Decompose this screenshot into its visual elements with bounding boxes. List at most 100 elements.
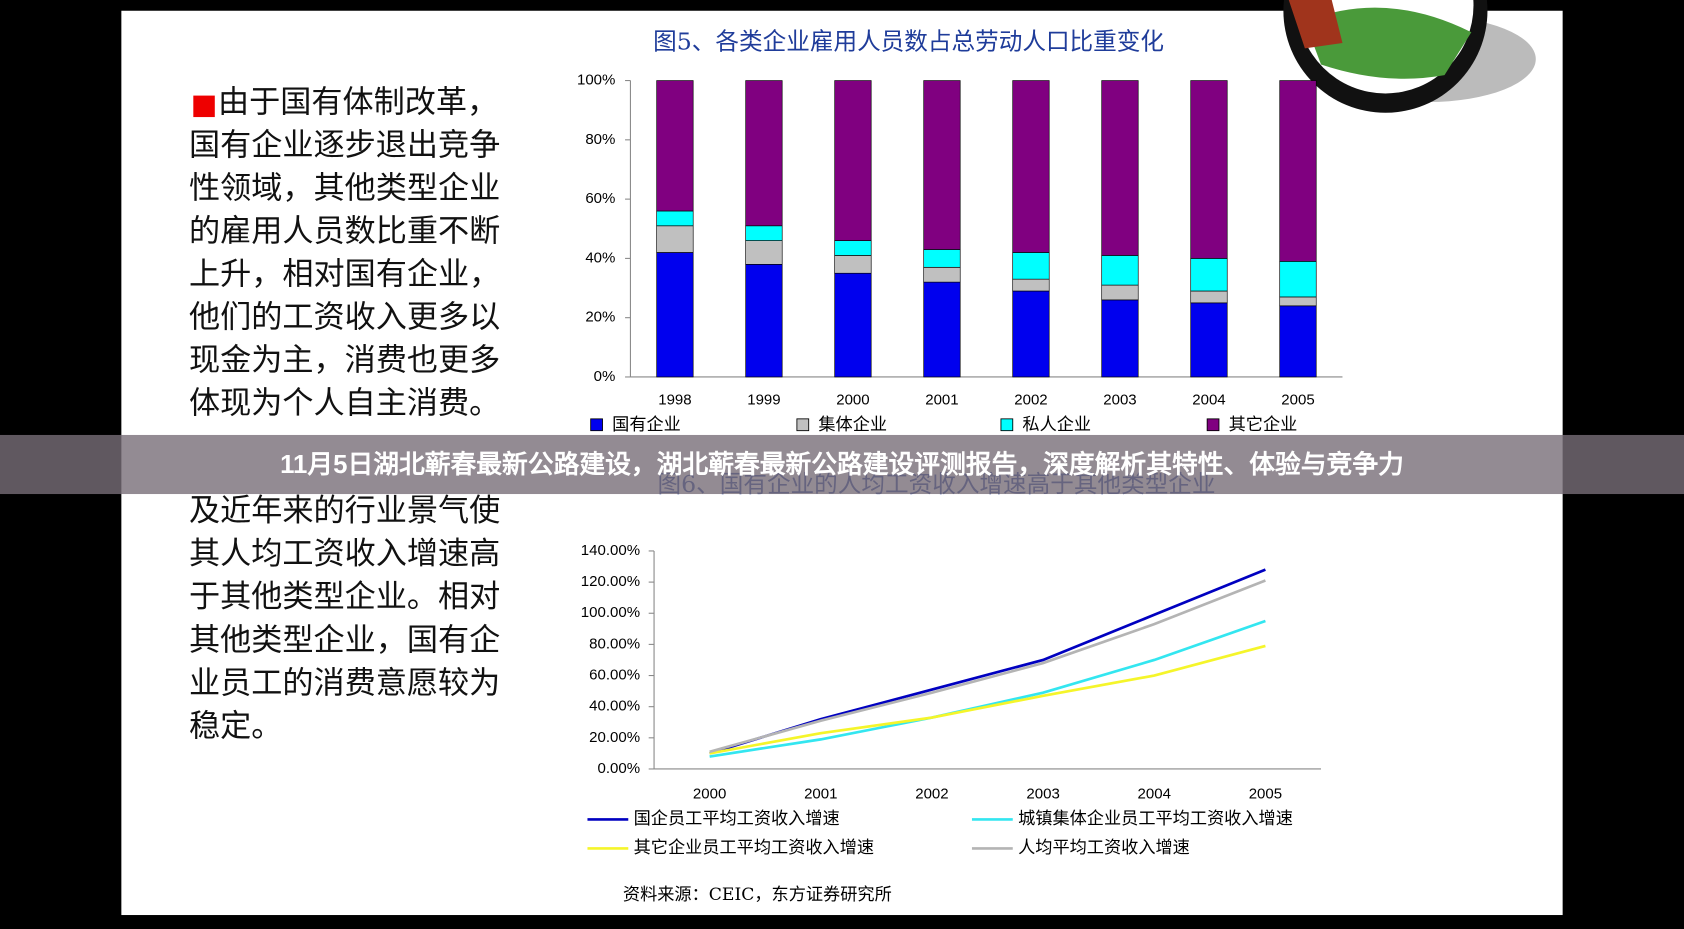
paragraph: 及近年来的行业景气使其人均工资收入增速高于其他类型企业。相对其他类型企业，国有企… (189, 493, 500, 745)
x-tick-label: 2004 (1138, 786, 1171, 803)
x-tick-label: 2001 (804, 786, 837, 803)
text-line: 他们的工资收入更多以 (189, 299, 500, 335)
bar-segment (923, 249, 961, 268)
bar-segment (834, 255, 872, 274)
bar-segment (745, 264, 783, 378)
legend-swatch (796, 418, 810, 432)
text-line: 其人均工资收入增速高 (189, 536, 500, 572)
text-line: 国有企业逐步退出竞争 (189, 128, 500, 164)
y-tick-label: 20% (585, 309, 615, 326)
y-tick-label: 0.00% (598, 760, 641, 777)
text-line: 性领域，其他类型企业 (189, 171, 500, 207)
y-tick-label: 100% (577, 72, 615, 89)
x-tick-label: 2001 (925, 392, 958, 409)
x-tick-label: 2004 (1192, 392, 1225, 409)
x-tick-label: 2002 (1014, 392, 1047, 409)
series-line (709, 579, 1266, 754)
bar-chart: 图5、各类企业雇用人员数占总劳动人口比重变化 0% 20% 40% 60% 80% 100%… (577, 27, 1343, 435)
legend-label: 私人企业 (1022, 415, 1091, 435)
legend-label: 国企员工平均工资收入增速 (634, 809, 840, 829)
bar-segment (1101, 255, 1139, 286)
legend-label: 国有企业 (612, 415, 681, 435)
headline: 11月5日湖北蕲春最新公路建设，湖北蕲春最新公路建设评测报告，深度解析其特性、体… (280, 449, 1404, 479)
text-line: 稳定。 (189, 709, 282, 745)
text-line: 其他类型企业，国有企 (189, 622, 500, 658)
y-tick-label: 20.00% (589, 729, 640, 746)
y-tick-label: 80.00% (589, 635, 640, 652)
x-tick-label: 2003 (1103, 392, 1136, 409)
bar-segment (1012, 278, 1050, 292)
bar-segment (745, 240, 783, 265)
y-tick-label: 100.00% (581, 604, 640, 621)
bar-segment (923, 80, 961, 250)
text-line: 体现为个人自主消费。 (189, 385, 500, 421)
bar-segment (656, 80, 694, 212)
legend-swatch (1000, 418, 1014, 432)
bar-segment (923, 266, 961, 283)
bar-segment (1101, 284, 1139, 301)
bar-segment (834, 272, 872, 378)
bar-segment (1101, 80, 1139, 256)
legend-label: 其它企业 (1229, 415, 1298, 435)
logo-rock (1288, 0, 1343, 49)
bar-segment (745, 225, 783, 241)
y-tick-label: 40% (585, 249, 615, 266)
x-tick-label: 1999 (747, 392, 780, 409)
x-tick-label: 2002 (915, 786, 948, 803)
bar-segment (656, 225, 694, 253)
y-tick-label: 120.00% (581, 573, 640, 590)
y-tick-label: 40.00% (589, 698, 640, 715)
headline-band (0, 434, 1684, 495)
y-tick-label: 60.00% (589, 667, 640, 684)
bar-segment (1190, 258, 1228, 292)
chart-title: 图5、各类企业雇用人员数占总劳动人口比重变化 (653, 27, 1164, 55)
bar-segment (656, 252, 694, 378)
legend-label: 其它企业员工平均工资收入增速 (634, 838, 874, 858)
bullet (193, 95, 215, 118)
y-tick-label: 80% (585, 131, 615, 148)
legend-swatch (1206, 418, 1220, 432)
y-tick-label: 60% (585, 190, 615, 207)
bar-segment (1012, 80, 1050, 253)
paragraph: 由于国有体制改革， 国有企业逐步退出竞争性领域，其他类型企业的雇用人员数比重不断上… (189, 85, 500, 422)
x-tick-label: 2000 (693, 786, 726, 803)
x-tick-label: 1998 (658, 392, 691, 409)
bar-segment (1190, 80, 1228, 259)
bar-segment (1279, 261, 1317, 298)
x-tick-label: 2005 (1249, 786, 1282, 803)
logo (1283, 0, 1536, 113)
series-line (709, 619, 1266, 758)
x-tick-label: 2003 (1026, 786, 1059, 803)
bar-segment (923, 281, 961, 378)
text-line: 由于国有体制改革， (218, 85, 498, 121)
y-tick-label: 140.00% (581, 542, 640, 559)
source-note: 资料来源：CEIC，东方证券研究所 (623, 885, 892, 905)
legend-label: 集体企业 (818, 415, 887, 435)
bar-segment (1190, 290, 1228, 304)
text-line: 业员工的消费意愿较为 (189, 665, 500, 701)
legend-label: 城镇集体企业员工平均工资收入增速 (1018, 809, 1293, 829)
bar-segment (834, 240, 872, 256)
bar-segment (1279, 80, 1317, 262)
bar-segment (1012, 252, 1050, 280)
text-line: 上升，相对国有企业， (189, 257, 500, 293)
x-tick-label: 2005 (1281, 392, 1314, 409)
text-line: 的雇用人员数比重不断 (189, 214, 500, 250)
y-tick-label: 0% (594, 368, 616, 385)
bar-segment (1101, 299, 1139, 378)
logo-field (1304, 7, 1472, 79)
bar-segment (1190, 302, 1228, 378)
bar-segment (745, 80, 783, 227)
series-line (709, 644, 1266, 755)
x-tick-label: 2000 (836, 392, 869, 409)
text-line: 及近年来的行业景气使 (189, 493, 500, 529)
bar-segment (656, 210, 694, 227)
bar-segment (1279, 305, 1317, 378)
legend-label: 人均平均工资收入增速 (1018, 838, 1190, 858)
bar-segment (1012, 290, 1050, 378)
legend-swatch (590, 418, 603, 432)
bar-segment (834, 80, 872, 241)
text-line: 现金为主，消费也更多 (189, 342, 500, 378)
